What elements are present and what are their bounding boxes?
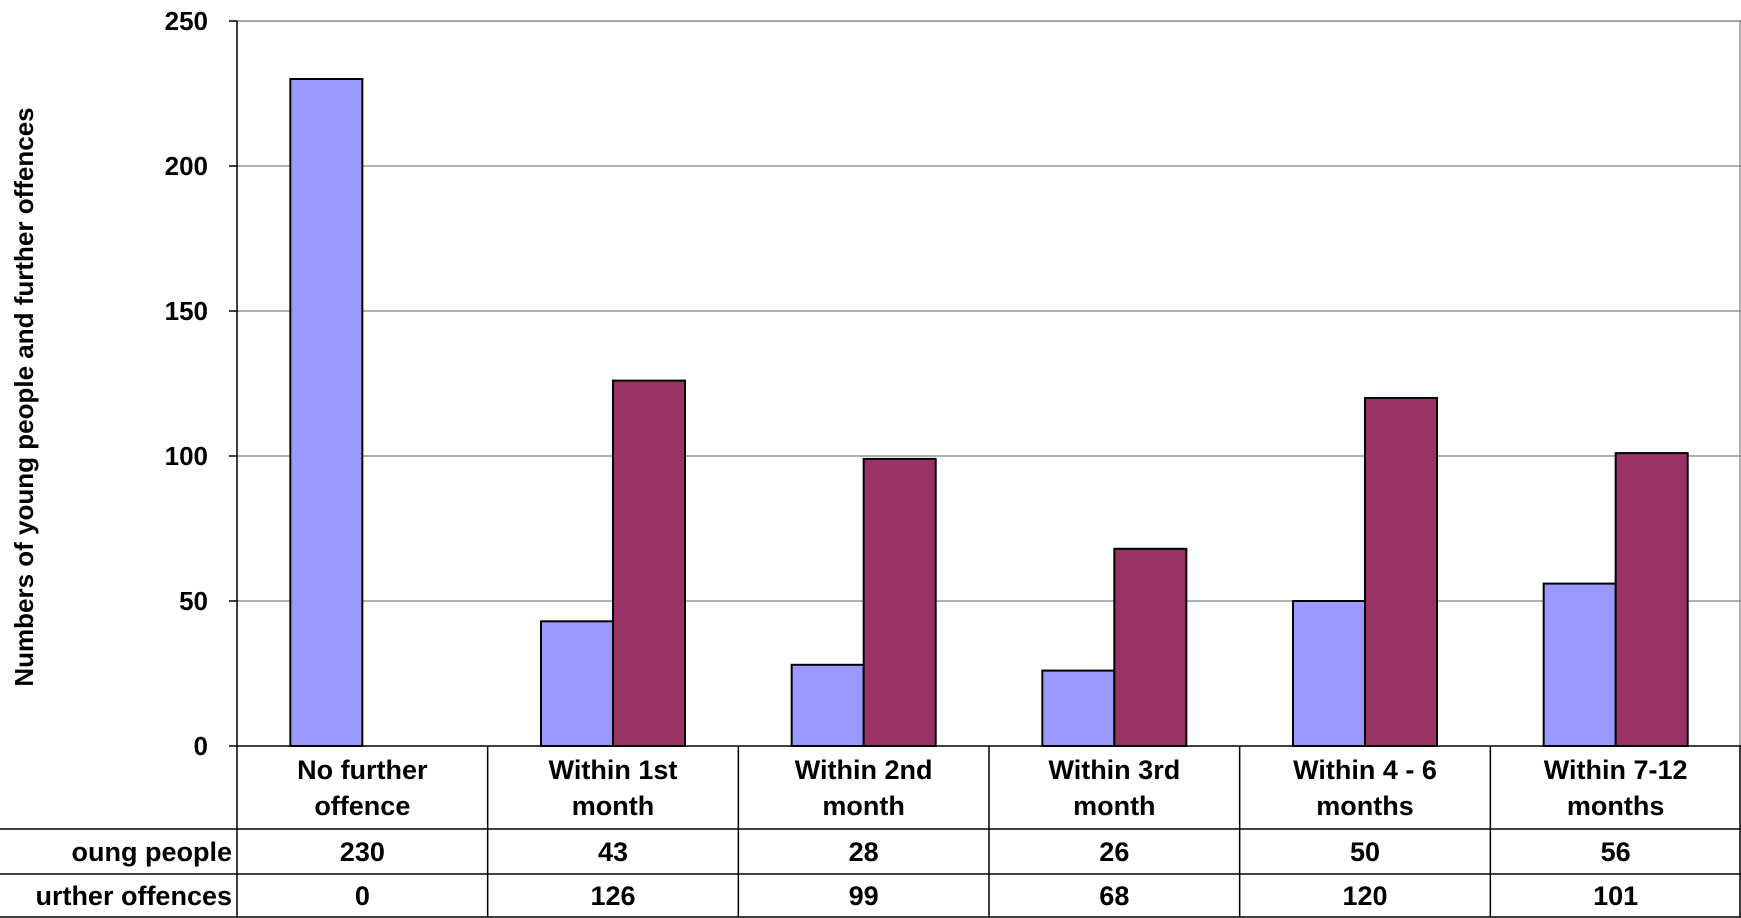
bar-further-offences <box>862 457 937 747</box>
category-label: month <box>1073 791 1155 821</box>
bar-young-people <box>540 620 614 747</box>
y-tick-label: 200 <box>165 151 208 181</box>
table-value: 56 <box>1601 837 1631 867</box>
y-axis-label: Numbers of young people and further offe… <box>9 107 39 686</box>
bar-young-people <box>1292 600 1366 747</box>
table-value: 26 <box>1099 837 1129 867</box>
bar-further-offences <box>1113 547 1188 747</box>
gridlines <box>237 20 1741 602</box>
category-label: months <box>1567 791 1665 821</box>
category-label: offence <box>314 791 410 821</box>
table-row-label: oung people <box>72 837 232 867</box>
y-tick-label: 100 <box>165 441 208 471</box>
category-label: Within 3rd <box>1048 755 1180 785</box>
bar-further-offences <box>612 379 686 747</box>
category-label: No further <box>297 755 428 785</box>
y-tick-label: 50 <box>179 586 208 616</box>
table-value: 0 <box>355 881 370 911</box>
table-value: 68 <box>1099 881 1129 911</box>
category-label: months <box>1316 791 1414 821</box>
bar-young-people <box>289 78 364 747</box>
y-tick-label: 0 <box>194 731 208 761</box>
bar-further-offences <box>1364 397 1438 747</box>
y-tick-label: 250 <box>165 6 208 36</box>
category-label: month <box>822 791 904 821</box>
table-value: 43 <box>598 837 628 867</box>
y-tick-labels: 0 50 100 150 200 250 <box>165 6 208 761</box>
table-value: 28 <box>849 837 879 867</box>
table-value: 120 <box>1342 881 1387 911</box>
table-value: 126 <box>590 881 635 911</box>
bar-young-people <box>1542 582 1617 747</box>
bar-further-offences <box>1614 452 1689 747</box>
bar-young-people <box>790 663 865 747</box>
y-tick-label: 150 <box>165 296 208 326</box>
table-value: 50 <box>1350 837 1380 867</box>
table-row-label: urther offences <box>35 881 232 911</box>
category-label: Within 2nd <box>795 755 933 785</box>
bar-young-people <box>1041 669 1116 747</box>
category-label: Within 7-12 <box>1544 755 1688 785</box>
table-value: 101 <box>1593 881 1638 911</box>
table-value: 230 <box>340 837 385 867</box>
bars <box>289 78 1689 747</box>
data-table: No further offence Within 1st month Within 2… <box>0 746 1741 918</box>
table-value: 99 <box>849 881 879 911</box>
axes <box>229 20 1741 747</box>
category-label: month <box>572 791 654 821</box>
category-label: Within 4 - 6 <box>1293 755 1437 785</box>
category-label: Within 1st <box>549 755 678 785</box>
